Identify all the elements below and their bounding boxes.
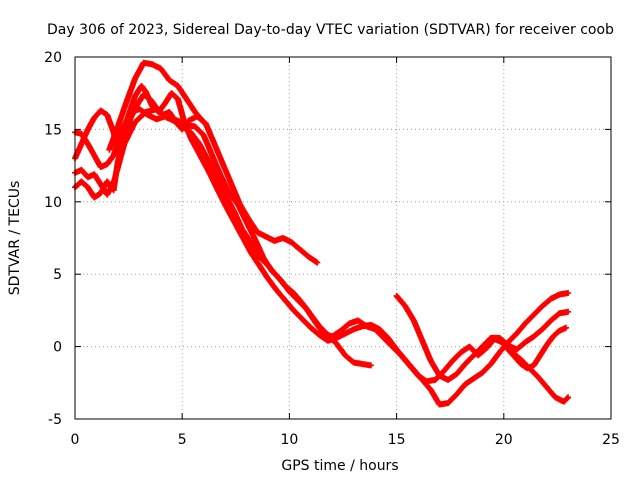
data-point-markers	[72, 106, 374, 369]
plot-frame	[74, 56, 612, 420]
x-tick-label: 20	[495, 432, 513, 448]
y-axis-label: SDTVAR / TECUs	[7, 181, 23, 296]
y-tick-label: 0	[53, 340, 62, 356]
chart-title: Day 306 of 2023, Sidereal Day-to-day VTE…	[47, 22, 614, 38]
axis-ticks: 0 5 10 15 20 25 -5 0 5 10 15 20	[44, 50, 620, 448]
data-series-track-3	[72, 106, 374, 369]
data-series-track-8	[492, 324, 569, 372]
y-tick-label: 5	[53, 267, 62, 283]
y-tick-label: 10	[44, 195, 62, 211]
data-series-track-5	[106, 59, 207, 153]
data-point-markers	[393, 292, 572, 383]
data-point-markers	[307, 290, 572, 408]
x-tick-label: 15	[388, 432, 406, 448]
data-point-markers	[106, 59, 207, 153]
x-tick-label: 25	[602, 432, 620, 448]
data-series-track-7	[307, 290, 572, 408]
data-series-track-6	[393, 292, 572, 383]
x-axis-label: GPS time / hours	[281, 458, 398, 474]
x-tick-label: 0	[71, 432, 80, 448]
x-tick-label: 10	[280, 432, 298, 448]
y-tick-label: 15	[44, 122, 62, 138]
data-points	[72, 59, 572, 408]
x-tick-label: 5	[178, 432, 187, 448]
data-point-markers	[492, 324, 569, 372]
y-tick-label: 20	[44, 50, 62, 66]
y-tick-label: -5	[48, 412, 62, 428]
